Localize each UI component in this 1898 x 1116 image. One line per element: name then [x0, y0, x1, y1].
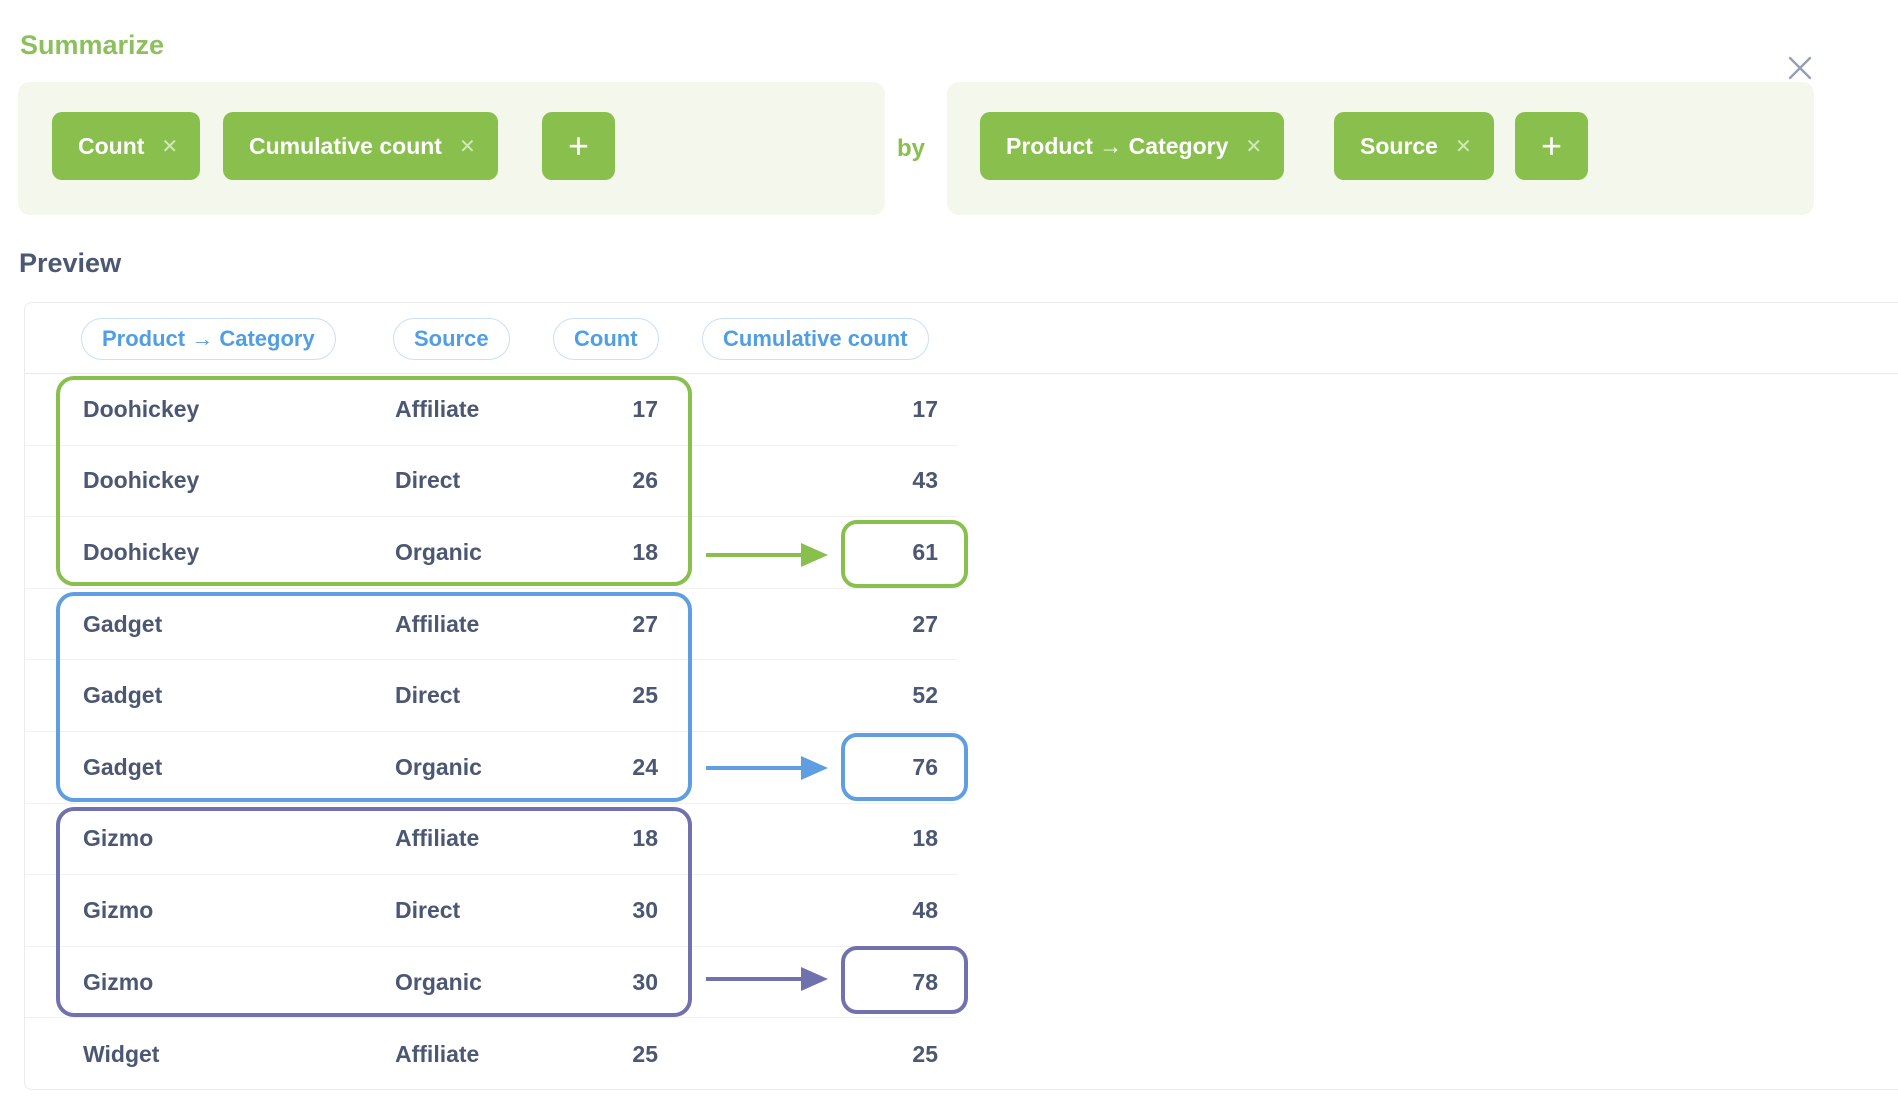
cell-source: Direct — [395, 682, 461, 709]
cell-source: Direct — [395, 896, 461, 923]
table-row: Gadget Direct 25 52 — [25, 660, 957, 732]
cell-count: 25 — [632, 682, 658, 709]
cell-category: Gadget — [83, 610, 163, 637]
cell-source: Organic — [395, 753, 482, 780]
cell-category: Widget — [83, 1040, 160, 1067]
cell-category: Doohickey — [83, 395, 200, 422]
column-header-source[interactable]: Source — [393, 318, 510, 360]
table-row: Widget Affiliate 25 25 — [25, 1018, 957, 1090]
table-row: Gizmo Organic 30 78 — [25, 947, 957, 1019]
table-row: Doohickey Direct 26 43 — [25, 446, 957, 518]
table-body: Doohickey Affiliate 17 17 Doohickey Dire… — [25, 374, 1898, 1090]
table-row: Doohickey Organic 18 61 — [25, 517, 957, 589]
cell-cumulative-count: 78 — [912, 968, 938, 995]
cell-cumulative-count: 48 — [912, 896, 938, 923]
aggregation-pill-cumulative-count[interactable]: Cumulative count ✕ — [223, 112, 498, 180]
cell-cumulative-count: 25 — [912, 1040, 938, 1067]
preview-title: Preview — [19, 248, 122, 278]
cell-source: Affiliate — [395, 1040, 480, 1067]
cell-category: Gadget — [83, 682, 163, 709]
cell-category: Gadget — [83, 753, 163, 780]
remove-icon[interactable]: ✕ — [1245, 135, 1263, 158]
close-icon[interactable] — [1782, 50, 1818, 86]
cell-cumulative-count: 17 — [912, 395, 938, 422]
breakout-pill-product-category[interactable]: Product → Category ✕ — [980, 112, 1285, 180]
cell-count: 26 — [632, 467, 658, 494]
column-header-count[interactable]: Count — [553, 318, 659, 360]
remove-icon[interactable]: ✕ — [1454, 135, 1472, 158]
cell-category: Gizmo — [83, 896, 154, 923]
breakout-pill-label: Source — [1360, 132, 1438, 159]
cell-count: 18 — [632, 825, 658, 852]
cell-cumulative-count: 43 — [912, 467, 938, 494]
cell-count: 27 — [632, 610, 658, 637]
table-row: Gizmo Affiliate 18 18 — [25, 804, 957, 876]
cell-category: Gizmo — [83, 825, 154, 852]
cell-source: Affiliate — [395, 395, 480, 422]
column-header-cumulative-count[interactable]: Cumulative count — [702, 318, 929, 360]
cell-category: Gizmo — [83, 968, 154, 995]
breakout-pill-source[interactable]: Source ✕ — [1334, 112, 1494, 180]
aggregation-panel: Count ✕ Cumulative count ✕ + — [18, 82, 885, 215]
table-row: Gadget Organic 24 76 — [25, 732, 957, 804]
cell-source: Organic — [395, 968, 482, 995]
preview-table: Product → Category Source Count Cumulati… — [24, 302, 1898, 1090]
table-row: Gizmo Direct 30 48 — [25, 875, 957, 947]
table-header-row: Product → Category Source Count Cumulati… — [25, 303, 1898, 374]
cell-cumulative-count: 61 — [912, 538, 938, 565]
table-row: Gadget Affiliate 27 27 — [25, 589, 957, 661]
cell-cumulative-count: 52 — [912, 682, 938, 709]
cell-category: Doohickey — [83, 467, 200, 494]
cell-cumulative-count: 18 — [912, 825, 938, 852]
cell-count: 30 — [632, 896, 658, 923]
add-breakout-button[interactable]: + — [1515, 112, 1588, 180]
cell-count: 17 — [632, 395, 658, 422]
cell-count: 18 — [632, 538, 658, 565]
cell-source: Organic — [395, 538, 482, 565]
remove-icon[interactable]: ✕ — [161, 135, 179, 158]
cell-source: Affiliate — [395, 825, 480, 852]
table-row: Doohickey Affiliate 17 17 — [25, 374, 957, 446]
by-label: by — [897, 135, 926, 162]
cell-source: Affiliate — [395, 610, 480, 637]
remove-icon[interactable]: ✕ — [458, 135, 476, 158]
cell-count: 25 — [632, 1040, 658, 1067]
breakout-pill-label: Product → Category — [1006, 132, 1229, 159]
cell-source: Direct — [395, 467, 461, 494]
cell-cumulative-count: 76 — [912, 753, 938, 780]
aggregation-pill-label: Cumulative count — [249, 132, 442, 159]
cell-category: Doohickey — [83, 538, 200, 565]
breakout-panel: Product → Category ✕ Source ✕ + — [947, 82, 1814, 215]
aggregation-pill-count[interactable]: Count ✕ — [52, 112, 201, 180]
column-header-product-category[interactable]: Product → Category — [81, 318, 336, 360]
page-title: Summarize — [20, 30, 165, 60]
add-aggregation-button[interactable]: + — [542, 112, 615, 180]
cell-count: 30 — [632, 968, 658, 995]
aggregation-pill-label: Count — [78, 132, 145, 159]
cell-cumulative-count: 27 — [912, 610, 938, 637]
cell-count: 24 — [632, 753, 658, 780]
